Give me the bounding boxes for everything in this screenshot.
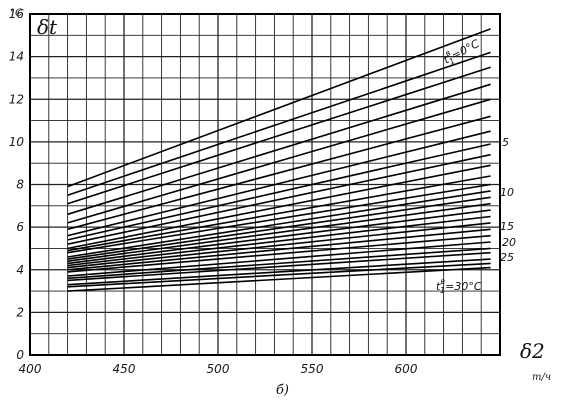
grid xyxy=(29,13,501,356)
annotation-5: 5 xyxy=(502,136,509,149)
series-line-14 xyxy=(67,196,491,260)
series-line-4 xyxy=(67,83,491,216)
x-tick-label: 600 xyxy=(395,362,418,376)
x-tick-label: 450 xyxy=(113,362,136,376)
y-tick-label: 8 xyxy=(16,178,24,192)
y-tick-label: 16 xyxy=(9,7,25,21)
series-line-18 xyxy=(67,222,491,269)
x-axis-label: δ2 xyxy=(520,339,545,363)
series-line-5 xyxy=(67,98,491,224)
series-line-19 xyxy=(67,228,491,271)
series-line-23 xyxy=(67,251,491,282)
figure-caption: б) xyxy=(276,383,289,398)
y-tick-label: 2 xyxy=(16,305,24,319)
series-line-6 xyxy=(67,115,491,231)
series-line-7 xyxy=(67,130,491,237)
series-line-8 xyxy=(67,143,491,241)
series-line-22 xyxy=(67,247,491,280)
tick-labels: 0 2 4 6 8 10 12 14 16 400 450 500 550 600 xyxy=(9,7,418,376)
y-tick-label: 0 xyxy=(16,348,24,362)
y-tick-label: 4 xyxy=(16,263,24,277)
series-line-15 xyxy=(67,202,491,262)
x-tick-label: 500 xyxy=(207,362,230,376)
series-line-9 xyxy=(67,153,491,245)
annotation-25: 25 xyxy=(500,251,514,264)
series-line-12 xyxy=(67,183,491,254)
series-line-3 xyxy=(67,66,491,205)
series-line-16 xyxy=(67,209,491,265)
series-line-26 xyxy=(67,266,491,292)
plot-border xyxy=(29,13,501,356)
annotation-10: 10 xyxy=(500,186,514,199)
series-line-13 xyxy=(67,190,491,258)
series-line-20 xyxy=(67,234,491,273)
series-lines xyxy=(67,28,491,292)
series-line-21 xyxy=(67,241,491,277)
annotation-t1-30: tв 1=30°C xyxy=(436,277,482,295)
series-line-24 xyxy=(67,258,491,286)
series-line-11 xyxy=(67,175,491,252)
y-tick-label: 10 xyxy=(9,135,25,149)
series-line-2 xyxy=(67,51,491,196)
series-line-25 xyxy=(67,262,491,288)
series-line-1 xyxy=(67,28,491,188)
x-axis-unit: т/ч xyxy=(532,372,551,383)
y-axis-unit: °C xyxy=(10,8,23,19)
series-line-10 xyxy=(67,164,491,250)
x-tick-label: 400 xyxy=(19,362,42,376)
y-tick-label: 6 xyxy=(16,220,24,234)
annotation-20: 20 xyxy=(502,236,516,249)
plot-frame xyxy=(29,13,501,356)
y-axis-label: δt xyxy=(37,15,58,39)
series-line-17 xyxy=(67,215,491,267)
svg-text:tв1=30°C: tв 1=30°C xyxy=(436,277,482,295)
y-tick-label: 12 xyxy=(9,92,24,106)
annotation-15: 15 xyxy=(500,220,514,233)
x-tick-label: 550 xyxy=(301,362,324,376)
y-tick-label: 14 xyxy=(9,50,24,64)
